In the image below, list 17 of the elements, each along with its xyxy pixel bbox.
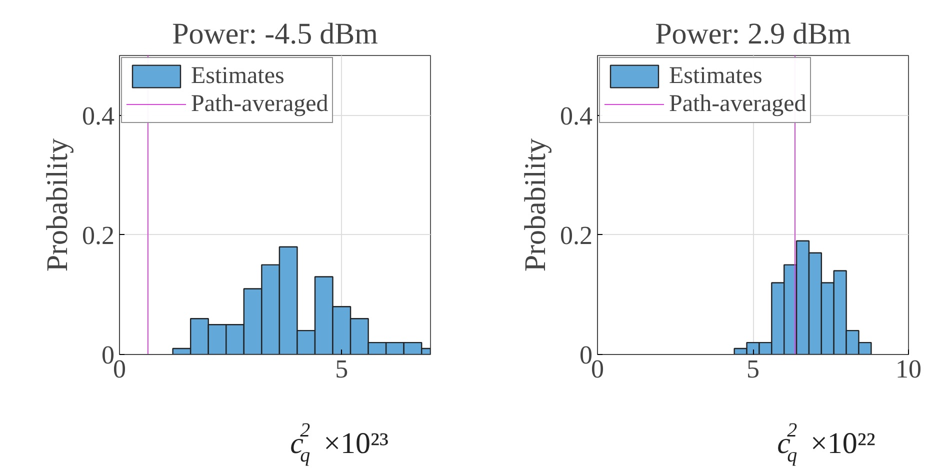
ref-line-label: Path-averaged [191, 90, 328, 118]
y-tick-label: 0.4 [560, 101, 592, 130]
ref-line-label: Path-averaged [669, 90, 806, 118]
text: ×10²² [810, 427, 876, 460]
x-tick-label: 5 [746, 354, 760, 384]
legend-label: Estimates [191, 62, 284, 90]
y-axis-title: Probability [41, 138, 74, 272]
y-tick-label: 0.2 [560, 220, 592, 250]
y-tick-label: 0.4 [82, 101, 114, 130]
legend-label: Estimates [669, 62, 762, 90]
chart-title: Power: -4.5 dBm [172, 18, 378, 50]
x-tick-label: 10 [896, 354, 922, 384]
chart-title: Power: 2.9 dBm [655, 18, 851, 50]
text: ×10²³ [324, 427, 389, 460]
y-tick-label: 0.2 [82, 220, 114, 250]
y-axis-title: Probability [519, 138, 552, 272]
x-tick-label: 5 [335, 354, 348, 384]
